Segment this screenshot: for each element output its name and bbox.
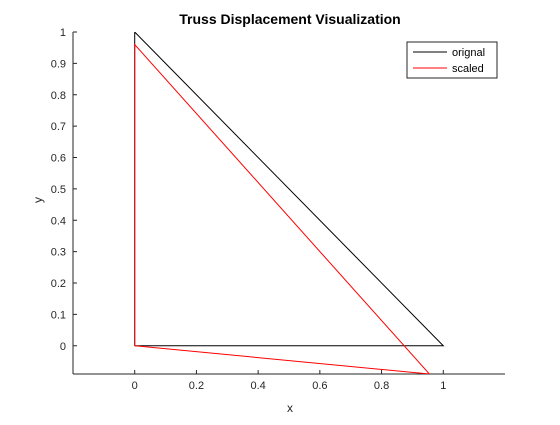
y-axis-label: y (31, 197, 45, 203)
ticks-layer: 0 0.2 0.4 0.6 0.8 1 0 0.1 0.2 0.3 0.4 0.5 0.6 0.7 0.8 0… (51, 27, 447, 392)
y-tick-label: 0.3 (51, 247, 66, 259)
series-layer (134, 32, 445, 374)
x-tick-label: 0.4 (250, 380, 265, 392)
y-tick-label: 0.7 (51, 121, 66, 133)
chart-title: Truss Displacement Visualization (179, 11, 400, 27)
legend-label: orignal (452, 47, 485, 59)
legend: orignal scaled (406, 41, 498, 79)
x-tick-label: 0 (132, 380, 138, 392)
axes (72, 32, 505, 375)
y-tick-label: 0.9 (51, 58, 66, 70)
y-tick-label: 0.5 (51, 184, 66, 196)
x-tick-label: 0.8 (374, 380, 389, 392)
y-tick-label: 1 (60, 27, 66, 39)
y-tick-label: 0 (60, 341, 66, 353)
y-tick-label: 0.6 (51, 153, 66, 165)
y-tick-label: 0.4 (51, 215, 66, 227)
series-line-scaled (134, 43, 431, 374)
legend-label: scaled (452, 63, 484, 75)
y-tick-label: 0.2 (51, 278, 66, 290)
x-tick-label: 0.2 (189, 380, 204, 392)
x-tick-label: 0.6 (312, 380, 327, 392)
y-tick-label: 0.8 (51, 90, 66, 102)
x-axis-label: x (287, 401, 293, 415)
x-tick-label: 1 (440, 380, 446, 392)
y-tick-label: 0.1 (51, 309, 66, 321)
legend-box (406, 41, 498, 79)
